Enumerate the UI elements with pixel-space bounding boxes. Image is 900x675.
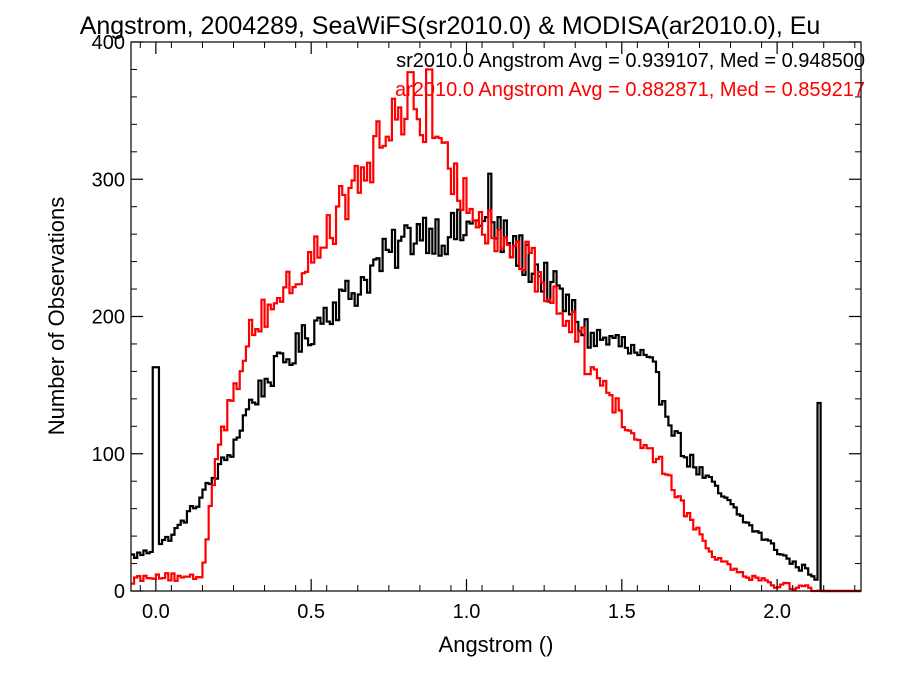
x-tick-label: 2.0 <box>763 601 791 623</box>
annotation-sr2010: sr2010.0 Angstrom Avg = 0.939107, Med = … <box>396 50 865 72</box>
x-axis: 0.0 0.5 1.0 1.5 2.0 <box>139 42 856 623</box>
y-axis: 0 100 200 300 400 <box>92 32 861 603</box>
series-layer <box>131 68 861 593</box>
annotation-ar2010: ar2010.0 Angstrom Avg = 0.882871, Med = … <box>395 79 865 101</box>
y-tick-label: 200 <box>92 307 125 329</box>
x-axis-label: Angstrom () <box>439 632 554 657</box>
x-tick-label: 0.0 <box>142 601 170 623</box>
x-tick-label: 0.5 <box>297 601 325 623</box>
y-tick-label: 300 <box>92 169 125 191</box>
y-tick-label: 400 <box>92 32 125 54</box>
x-tick-label: 1.0 <box>453 601 481 623</box>
series-line-1 <box>131 68 861 593</box>
x-tick-label: 1.5 <box>608 601 636 623</box>
y-axis-label: Number of Observations <box>44 197 69 435</box>
y-tick-label: 100 <box>92 444 125 466</box>
series-line-0 <box>131 172 861 593</box>
y-tick-label: 0 <box>114 581 125 603</box>
chart-title: Angstrom, 2004289, SeaWiFS(sr2010.0) & M… <box>80 12 821 40</box>
